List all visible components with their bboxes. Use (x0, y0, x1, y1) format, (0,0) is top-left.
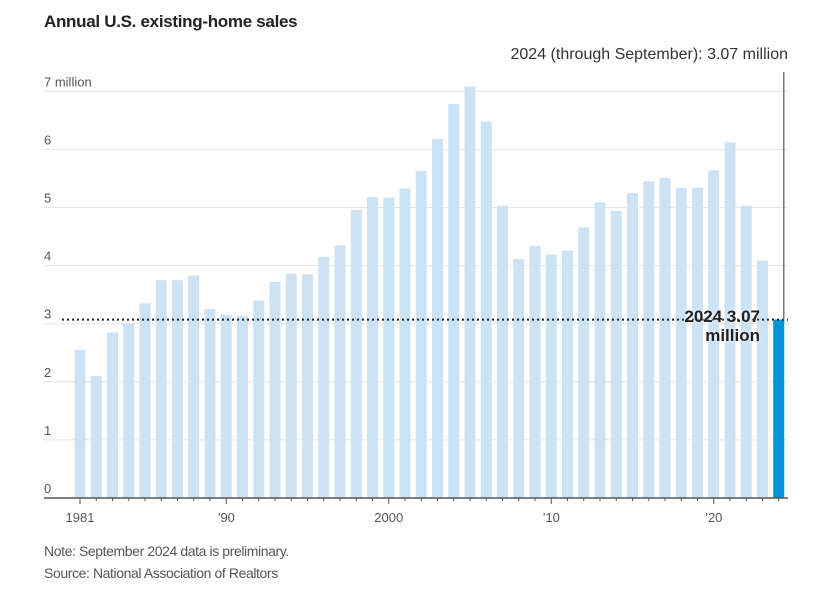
bar-2006 (480, 121, 492, 499)
bar-2009 (529, 245, 541, 498)
bar-1992 (253, 300, 265, 498)
bar-2007 (497, 205, 508, 498)
y-tick-label: 6 (44, 132, 51, 147)
bar-2005 (464, 86, 476, 498)
bar-2010 (545, 254, 557, 498)
bar-label-unit: million (705, 326, 760, 345)
y-tick-label: 4 (44, 249, 51, 264)
bar-2014 (610, 210, 622, 498)
bar-2021 (724, 142, 736, 499)
bar-2008 (513, 259, 525, 498)
bar-1986 (155, 280, 167, 498)
bar-2003 (432, 138, 443, 498)
bar-2023 (757, 260, 768, 498)
bar-1995 (302, 274, 313, 498)
bar-label-value: 2024 3.07 (684, 307, 760, 326)
x-tick-label: ’20 (705, 510, 722, 525)
bar-2022 (740, 205, 752, 498)
source-note: Source: National Association of Realtors (44, 565, 278, 581)
bar-2011 (562, 250, 573, 498)
bar-1983 (107, 332, 118, 498)
bar-1982 (90, 375, 102, 498)
y-tick-label: 5 (44, 191, 51, 206)
top-annotation: 2024 (through September): 3.07 million (511, 46, 789, 63)
bar-1990 (220, 314, 232, 498)
x-tick-label: ’10 (543, 510, 560, 525)
bar-2017 (659, 177, 671, 498)
bar-2001 (399, 188, 411, 498)
y-tick-label: 7 million (44, 74, 92, 89)
bar-2019 (692, 187, 703, 498)
bar-1994 (285, 273, 297, 498)
bar-2015 (627, 192, 638, 498)
x-tick-label: ’90 (218, 510, 235, 525)
bar-2012 (578, 227, 590, 498)
bar-2016 (643, 181, 655, 499)
bar-2000 (383, 197, 395, 499)
bar-1996 (318, 256, 330, 498)
bar-1998 (350, 209, 362, 498)
bar-1981 (74, 349, 86, 498)
y-tick-label: 0 (44, 481, 51, 496)
x-tick-label: 2000 (374, 510, 403, 525)
bar-1997 (334, 245, 346, 498)
bar-1988 (188, 275, 200, 498)
bar-2013 (594, 202, 606, 498)
bar-highlight-2024 (773, 319, 785, 498)
bar-2020 (708, 170, 720, 499)
y-tick-label: 2 (44, 365, 51, 380)
bar-1999 (367, 197, 378, 499)
bar-2002 (415, 170, 427, 498)
chart-title: Annual U.S. existing-home sales (44, 12, 298, 31)
footnote: Note: September 2024 data is preliminary… (44, 543, 289, 559)
bar-1984 (123, 323, 135, 498)
bar-2004 (448, 104, 460, 498)
bar-1989 (204, 309, 216, 498)
bar-1993 (269, 281, 281, 498)
x-tick-label: 1981 (66, 510, 95, 525)
bar-1985 (139, 303, 151, 498)
bar-chart: 0 1 2 3 4 5 6 7 million 1981 ’90 2000 ’10 ’20 2024 (t… (44, 46, 789, 525)
y-tick-label: 3 (44, 307, 51, 322)
bar-1991 (237, 316, 248, 498)
bar-2018 (675, 187, 687, 498)
bar-1987 (172, 280, 183, 498)
y-tick-label: 1 (44, 423, 51, 438)
